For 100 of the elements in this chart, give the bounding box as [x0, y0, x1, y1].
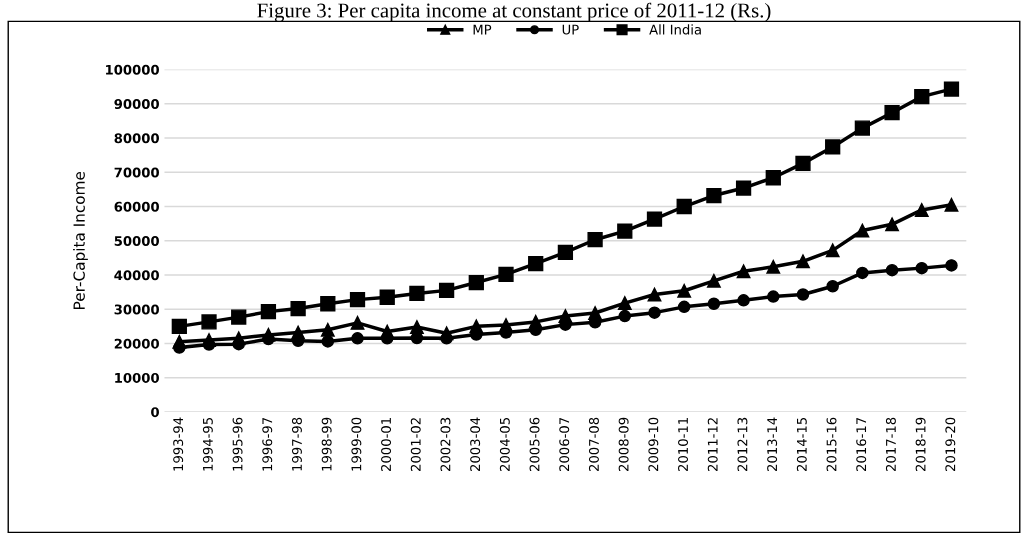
point: [350, 315, 365, 330]
point: [260, 303, 277, 320]
point: [737, 294, 750, 307]
point: [379, 289, 395, 305]
y-tick-label: 0: [151, 407, 159, 418]
point: [735, 180, 752, 196]
x-tick-label: 2015-16: [826, 417, 837, 471]
x-tick-label: 1994-95: [202, 417, 213, 471]
point: [438, 282, 455, 299]
point: [677, 283, 692, 298]
point: [706, 273, 721, 288]
point: [884, 105, 900, 121]
point: [617, 223, 633, 239]
point: [468, 274, 484, 291]
y-tick-label: 80000: [114, 133, 159, 144]
point: [646, 211, 663, 227]
point: [795, 155, 811, 172]
point: [766, 259, 781, 274]
point: [648, 306, 661, 319]
point: [854, 120, 871, 136]
point: [528, 256, 544, 272]
point: [856, 266, 869, 280]
y-tick-label: 100000: [106, 64, 159, 75]
x-tick-label: 2002-03: [440, 417, 451, 471]
point: [765, 170, 781, 186]
point: [706, 187, 722, 204]
point: [498, 266, 514, 282]
x-tick-label: 2005-06: [529, 417, 540, 471]
point: [885, 263, 899, 277]
x-tick-label: 2019-20: [945, 417, 956, 471]
x-tick-label: 1998-99: [321, 417, 332, 471]
point: [944, 197, 959, 212]
point: [914, 202, 929, 217]
legend-label: All India: [649, 24, 701, 35]
point: [321, 335, 335, 348]
point: [855, 223, 870, 238]
point: [677, 300, 691, 314]
point: [825, 139, 841, 155]
point: [320, 322, 335, 337]
point: [232, 337, 245, 351]
point: [201, 314, 217, 330]
y-tick-label: 60000: [114, 201, 159, 212]
point: [796, 254, 810, 269]
x-tick-label: 2016-17: [856, 417, 867, 471]
point: [676, 198, 692, 215]
point: [796, 288, 810, 301]
point: [945, 259, 958, 272]
x-tick-label: 1995-96: [232, 417, 243, 471]
y-tick-label: 40000: [114, 270, 159, 281]
y-tick-label: 50000: [114, 235, 159, 246]
chart-title: Figure 3: Per capita income at constant price of 2011-12 (Rs.): [257, 2, 771, 22]
x-tick-label: 2010-11: [678, 418, 689, 471]
point: [231, 309, 247, 325]
y-tick-label: 10000: [115, 372, 159, 383]
x-tick-label: 2007-08: [588, 417, 599, 471]
y-tick-label: 90000: [114, 99, 159, 109]
point: [826, 280, 839, 293]
point: [885, 217, 900, 232]
x-tick-label: 2009-10: [648, 417, 659, 471]
point: [349, 292, 366, 308]
x-tick-label: 1999-00: [351, 417, 362, 471]
legend-label: UP: [562, 24, 579, 35]
x-tick-label: 2000-01: [381, 418, 392, 471]
y-tick-label: 70000: [114, 167, 159, 178]
point: [351, 332, 364, 345]
x-tick-label: 2006-07: [559, 417, 570, 471]
point: [587, 232, 603, 248]
point: [409, 285, 425, 302]
point: [320, 296, 336, 312]
x-tick-label: 2011-12: [707, 418, 718, 471]
point: [736, 264, 751, 279]
point: [915, 261, 929, 275]
y-axis-title: Per-Capita Income: [73, 171, 88, 309]
point: [409, 320, 424, 334]
x-tick-label: 2004-05: [499, 417, 510, 471]
point: [647, 287, 662, 302]
point: [171, 318, 187, 334]
point: [767, 290, 780, 303]
point: [380, 332, 394, 345]
x-tick-label: 2014-15: [796, 417, 807, 471]
y-tick-label: 20000: [114, 338, 159, 349]
x-tick-label: 2001-02: [410, 418, 421, 471]
point: [290, 300, 306, 317]
point: [825, 243, 840, 258]
x-tick-label: 2012-13: [737, 417, 748, 471]
x-tick-label: 2018-19: [915, 417, 926, 471]
point: [557, 244, 574, 261]
x-tick-label: 2008-09: [618, 417, 629, 471]
x-tick-label: 1997-98: [291, 417, 302, 471]
point: [617, 296, 632, 311]
y-tick-label: 30000: [114, 304, 159, 315]
point: [262, 332, 275, 346]
legend-label: MP: [473, 24, 492, 35]
x-tick-label: 2013-14: [767, 417, 778, 471]
point: [943, 81, 960, 97]
x-tick-label: 1996-97: [262, 417, 273, 471]
x-tick-label: 2003-04: [470, 417, 481, 471]
point: [914, 88, 930, 105]
x-tick-label: 2017-18: [885, 417, 896, 471]
x-tick-label: 1993-94: [173, 417, 184, 471]
